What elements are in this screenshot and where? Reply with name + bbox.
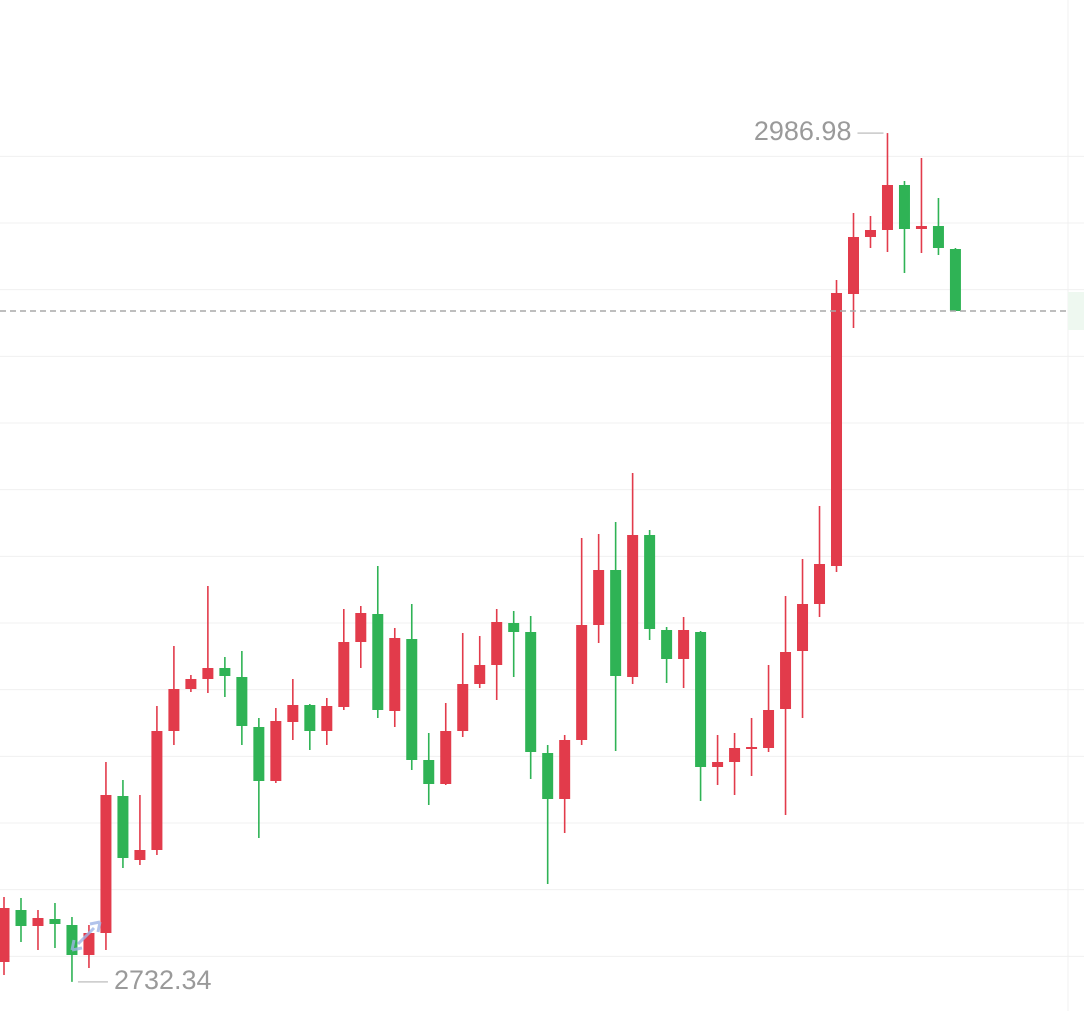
annotations: 2986.98 2732.34 [0,116,1068,995]
candle-body [474,665,486,684]
candle-body [864,230,876,237]
candle-body [270,721,282,781]
candle-body [253,727,265,781]
candle-body [15,910,27,926]
candle-body [287,705,299,722]
candle-body [406,639,418,760]
candle-body [423,760,435,784]
candle-body [797,604,809,651]
candle-body [219,668,231,676]
candle-body [304,705,316,731]
max-label: 2986.98 [754,116,852,146]
candle-body [848,237,859,294]
candles [0,133,961,982]
grid [0,155,1084,957]
candle-body [915,226,927,229]
candle-body [168,689,180,731]
candle-body [661,630,673,659]
candle-body [814,564,826,604]
candle-body [134,850,146,860]
min-label: 2732.34 [114,965,212,995]
candle-body [576,625,588,740]
candle-body [440,731,452,784]
candle-body [831,293,843,566]
candle-body [151,731,163,850]
candle-body [542,753,554,799]
candle-body [83,933,95,955]
candle-body [372,614,384,710]
candle-body [746,747,758,749]
candle-body [321,706,333,731]
candle-body [593,570,605,625]
candle-body [610,570,622,676]
candle-body [185,679,197,689]
candle-body [355,613,367,642]
candle-body [525,632,537,752]
candle-body [32,918,44,926]
candle-body [695,632,707,767]
candle-body [678,630,690,659]
candle-body [66,925,78,955]
candle-body [881,185,893,230]
candle-body [712,762,724,767]
candle-body [644,535,656,629]
candle-body [389,638,401,711]
candle-body [932,226,944,248]
candle-body [0,908,10,962]
candle-body [338,642,350,707]
candle-body [780,652,792,709]
candle-body [202,668,214,679]
candle-body [491,622,503,665]
candle-body [117,796,129,858]
price-tag-edge [1068,292,1084,330]
candle-body [559,740,571,799]
zoom-icon [70,920,102,952]
candle-body [949,249,961,311]
candle-body [457,684,469,731]
candle-body [508,623,520,632]
candle-body [49,919,61,924]
candle-body [236,677,248,726]
candle-body [898,185,910,229]
candle-body [627,535,639,677]
candle-body [763,710,775,748]
candle-body [729,748,741,762]
candle-body [100,795,112,933]
